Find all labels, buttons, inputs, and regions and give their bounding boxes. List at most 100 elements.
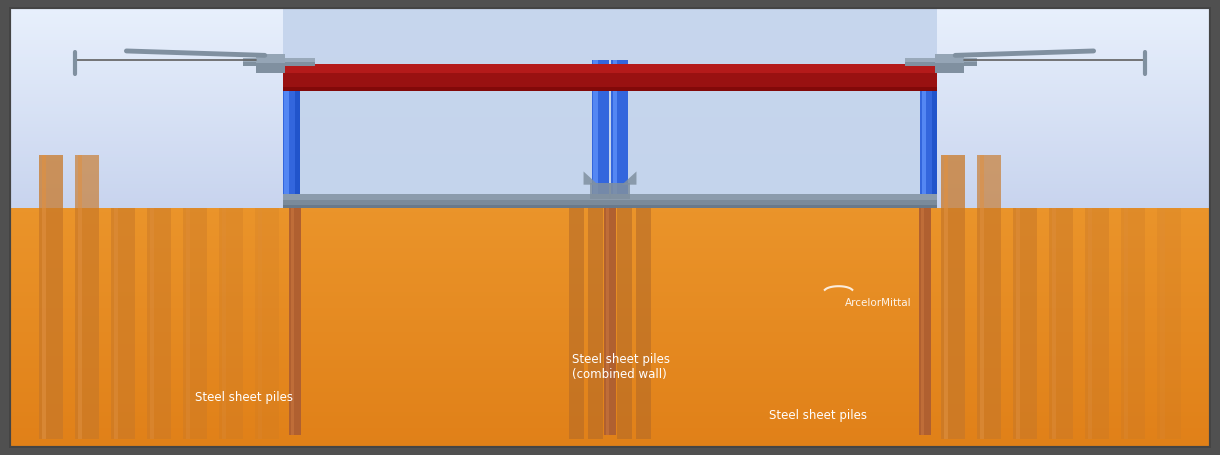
Bar xyxy=(637,207,651,440)
Bar xyxy=(9,228,1211,232)
Bar xyxy=(9,30,1211,34)
Bar xyxy=(9,207,1211,212)
Bar xyxy=(9,276,1211,280)
Bar xyxy=(9,216,1211,220)
Bar xyxy=(9,191,1211,194)
Bar xyxy=(9,308,1211,312)
Bar xyxy=(9,181,1211,184)
Bar xyxy=(9,54,1211,57)
Bar xyxy=(183,207,207,440)
Bar xyxy=(243,58,315,62)
Bar xyxy=(9,316,1211,320)
Bar xyxy=(9,396,1211,400)
Bar xyxy=(9,167,1211,171)
Bar xyxy=(612,60,617,207)
Bar xyxy=(9,324,1211,328)
Bar xyxy=(9,71,1211,74)
Bar xyxy=(1013,207,1037,440)
Bar xyxy=(9,64,1211,67)
Bar xyxy=(593,60,598,207)
Bar xyxy=(9,37,1211,40)
Bar xyxy=(9,224,1211,228)
Bar xyxy=(1088,207,1092,440)
Bar xyxy=(921,60,926,207)
Bar xyxy=(9,412,1211,416)
Bar xyxy=(222,207,226,440)
Bar xyxy=(980,155,985,440)
Bar xyxy=(9,376,1211,380)
Bar xyxy=(9,292,1211,296)
Bar xyxy=(9,151,1211,154)
Text: ArcelorMittal: ArcelorMittal xyxy=(844,298,911,308)
Bar xyxy=(941,155,965,440)
Bar xyxy=(283,7,937,207)
Bar xyxy=(146,207,171,440)
Bar xyxy=(9,344,1211,348)
Bar xyxy=(255,207,279,440)
Bar xyxy=(9,77,1211,81)
Bar xyxy=(932,60,937,207)
Bar xyxy=(9,51,1211,54)
Bar xyxy=(9,252,1211,256)
Bar xyxy=(9,332,1211,336)
Bar xyxy=(9,104,1211,107)
Bar xyxy=(9,40,1211,44)
Bar xyxy=(9,74,1211,77)
Bar xyxy=(921,207,924,435)
Bar xyxy=(283,87,937,91)
Bar xyxy=(905,58,977,62)
Bar xyxy=(9,177,1211,181)
Bar xyxy=(1085,207,1109,440)
Bar xyxy=(9,280,1211,284)
Bar xyxy=(9,174,1211,177)
Bar xyxy=(289,207,301,435)
Bar xyxy=(9,300,1211,304)
Bar xyxy=(9,141,1211,144)
Bar xyxy=(920,60,937,207)
Bar xyxy=(944,155,948,440)
Bar xyxy=(78,155,82,440)
Bar xyxy=(935,54,964,63)
Bar xyxy=(1016,207,1020,440)
Bar xyxy=(9,94,1211,97)
Bar xyxy=(9,34,1211,37)
Bar xyxy=(9,127,1211,131)
Bar xyxy=(111,207,135,440)
Bar xyxy=(9,67,1211,71)
Bar xyxy=(9,244,1211,248)
Bar xyxy=(604,207,616,435)
Bar xyxy=(9,61,1211,64)
Bar xyxy=(9,212,1211,216)
Bar xyxy=(9,134,1211,137)
Bar xyxy=(9,320,1211,324)
Bar xyxy=(935,54,964,73)
Bar xyxy=(256,54,285,73)
Bar xyxy=(9,157,1211,161)
Bar xyxy=(9,248,1211,252)
Bar xyxy=(9,10,1211,14)
Bar xyxy=(9,356,1211,360)
Bar xyxy=(256,54,285,63)
Bar xyxy=(9,144,1211,147)
Bar xyxy=(9,312,1211,316)
Bar xyxy=(1160,207,1165,440)
Polygon shape xyxy=(622,172,637,185)
Text: Steel sheet piles
(combined wall): Steel sheet piles (combined wall) xyxy=(571,353,670,380)
Bar xyxy=(9,117,1211,121)
Bar xyxy=(9,440,1211,444)
Bar xyxy=(9,147,1211,151)
Bar xyxy=(113,207,118,440)
Bar xyxy=(9,348,1211,352)
Bar xyxy=(589,183,611,199)
Bar xyxy=(9,360,1211,364)
Bar xyxy=(1124,207,1129,440)
Bar xyxy=(905,58,977,66)
Bar xyxy=(283,60,300,207)
Bar xyxy=(9,240,1211,244)
Bar xyxy=(9,380,1211,384)
Bar xyxy=(9,81,1211,84)
Bar xyxy=(283,193,937,200)
Bar xyxy=(74,155,99,440)
Bar xyxy=(606,207,609,435)
Bar xyxy=(9,420,1211,424)
